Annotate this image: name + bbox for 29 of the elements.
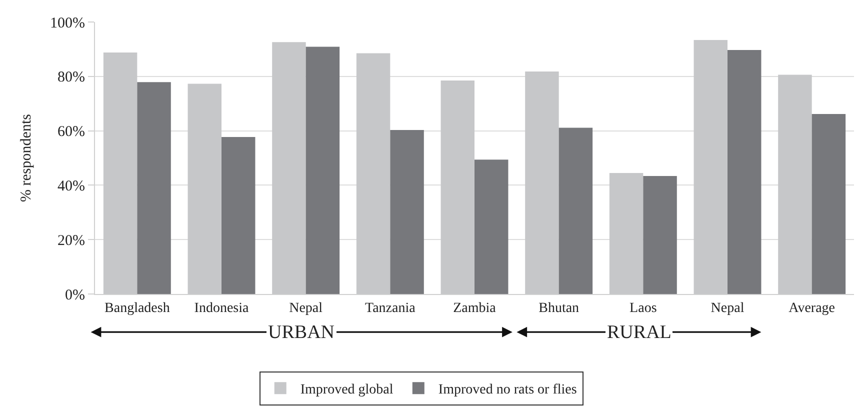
- x-tick-label: Bhutan: [538, 300, 580, 316]
- x-tick-label: Zambia: [453, 300, 497, 316]
- text: RURAL: [607, 322, 672, 343]
- x-tick-label: Indonesia: [194, 300, 250, 316]
- text: URBAN: [268, 322, 335, 343]
- x-tick-label: Average: [788, 300, 836, 316]
- x-tick-label: Laos: [630, 300, 657, 316]
- bar: [474, 160, 508, 294]
- y-axis-title: % respondents: [18, 114, 34, 202]
- y-tick-label: 40%: [58, 178, 85, 194]
- y-tick-label: 100%: [50, 15, 85, 32]
- x-tick-label: Nepal: [289, 300, 323, 316]
- bar: [643, 176, 677, 294]
- legend-label: Improved global: [300, 382, 394, 398]
- legend-label: Improved no rats or flies: [438, 382, 577, 398]
- x-tick-label: Bangladesh: [104, 300, 170, 316]
- y-tick-label: 60%: [58, 124, 85, 140]
- bar: [390, 130, 424, 294]
- x-tick-label: Nepal: [710, 300, 744, 316]
- bar: [728, 50, 762, 294]
- x-tick-label: Tanzania: [365, 300, 416, 316]
- y-tick-label: 0%: [65, 287, 85, 304]
- bar: [812, 114, 846, 294]
- bar: [306, 46, 340, 294]
- bar: [558, 128, 593, 294]
- bar: [137, 82, 171, 294]
- bar: [222, 137, 256, 294]
- y-tick-label: 20%: [58, 232, 85, 249]
- y-tick-label: 80%: [58, 70, 85, 86]
